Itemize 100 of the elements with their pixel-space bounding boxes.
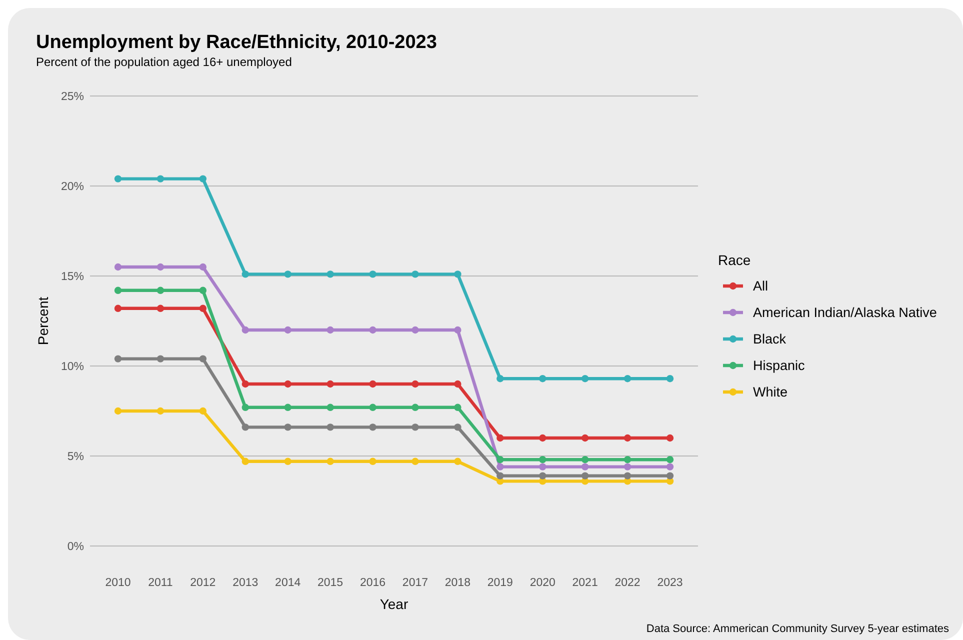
point bbox=[454, 404, 462, 411]
point bbox=[539, 434, 546, 442]
point bbox=[666, 434, 674, 442]
point bbox=[369, 424, 376, 431]
x-tick-label: 2021 bbox=[572, 577, 598, 589]
point bbox=[156, 263, 164, 271]
point bbox=[581, 472, 589, 480]
point bbox=[412, 424, 419, 431]
y-tick-label: 20% bbox=[60, 181, 84, 194]
point bbox=[624, 375, 632, 382]
point bbox=[624, 463, 632, 470]
point bbox=[666, 463, 674, 470]
point bbox=[326, 380, 334, 388]
point bbox=[454, 458, 462, 465]
point bbox=[369, 458, 376, 465]
point bbox=[199, 263, 207, 271]
point bbox=[242, 458, 249, 465]
point bbox=[539, 375, 546, 382]
point bbox=[454, 326, 462, 334]
point bbox=[454, 380, 462, 388]
point bbox=[156, 304, 164, 312]
point bbox=[242, 380, 249, 388]
point bbox=[242, 270, 249, 278]
legend-title: Race bbox=[718, 252, 751, 268]
x-tick-label: 2010 bbox=[105, 577, 131, 589]
point bbox=[581, 375, 589, 382]
x-tick-label: 2015 bbox=[318, 577, 344, 589]
point bbox=[156, 175, 164, 182]
point bbox=[454, 424, 462, 431]
point bbox=[666, 472, 674, 480]
point bbox=[284, 270, 292, 278]
y-tick-label: 25% bbox=[60, 91, 84, 104]
point bbox=[454, 270, 462, 278]
point bbox=[539, 456, 546, 464]
point bbox=[114, 175, 122, 182]
x-tick-label: 2022 bbox=[614, 577, 640, 589]
x-axis-title: Year bbox=[380, 596, 408, 612]
point bbox=[199, 355, 207, 362]
point bbox=[496, 434, 504, 442]
point bbox=[284, 424, 292, 431]
point bbox=[369, 380, 376, 388]
point bbox=[114, 263, 122, 271]
point bbox=[326, 424, 334, 431]
point bbox=[199, 286, 207, 294]
point bbox=[242, 404, 249, 411]
legend-label: Hispanic bbox=[753, 358, 806, 374]
point bbox=[412, 404, 419, 411]
point bbox=[156, 355, 164, 362]
point bbox=[369, 404, 376, 411]
chart-title: Unemployment by Race/Ethnicity, 2010-2023 bbox=[36, 32, 437, 53]
x-tick-label: 2018 bbox=[444, 577, 470, 589]
point bbox=[114, 304, 122, 312]
point bbox=[326, 404, 334, 411]
legend-label: White bbox=[753, 384, 788, 400]
point bbox=[369, 270, 376, 278]
point bbox=[284, 404, 292, 411]
point bbox=[666, 456, 674, 464]
point bbox=[624, 456, 632, 464]
point bbox=[242, 326, 249, 334]
point bbox=[412, 380, 419, 388]
point bbox=[284, 326, 292, 334]
point bbox=[496, 375, 504, 382]
x-tick-label: 2014 bbox=[275, 577, 302, 589]
point bbox=[624, 434, 632, 442]
point bbox=[412, 326, 419, 334]
y-tick-label: 0% bbox=[67, 541, 84, 554]
point bbox=[284, 380, 292, 388]
point bbox=[666, 375, 674, 382]
point bbox=[326, 270, 334, 278]
point bbox=[539, 472, 546, 480]
point bbox=[412, 270, 419, 278]
x-tick-label: 2023 bbox=[657, 577, 683, 589]
point bbox=[199, 304, 207, 312]
x-tick-label: 2011 bbox=[148, 577, 173, 589]
point bbox=[284, 458, 292, 465]
point bbox=[581, 456, 589, 464]
x-tick-label: 2016 bbox=[360, 577, 386, 589]
y-tick-label: 15% bbox=[60, 271, 84, 284]
point bbox=[114, 355, 122, 362]
point bbox=[199, 175, 207, 182]
point bbox=[369, 326, 376, 334]
source-note: Data Source: Ammerican Community Survey 5-year estimates bbox=[646, 623, 950, 635]
point bbox=[624, 472, 632, 480]
x-tick-label: 2019 bbox=[487, 577, 513, 589]
point bbox=[581, 434, 589, 442]
y-tick-label: 10% bbox=[60, 361, 84, 374]
point bbox=[581, 463, 589, 470]
legend-label: American Indian/Alaska Native bbox=[753, 305, 937, 320]
point bbox=[412, 458, 419, 465]
chart-subtitle: Percent of the population aged 16+ unemployed bbox=[36, 55, 292, 69]
point bbox=[496, 472, 504, 480]
point bbox=[496, 456, 504, 464]
point bbox=[156, 407, 164, 415]
point bbox=[199, 407, 207, 415]
point bbox=[156, 286, 164, 294]
legend-label: Black bbox=[753, 332, 786, 347]
point bbox=[539, 463, 546, 470]
point bbox=[242, 424, 249, 431]
y-tick-label: 5% bbox=[67, 451, 84, 464]
y-axis-title: Percent bbox=[35, 296, 51, 346]
